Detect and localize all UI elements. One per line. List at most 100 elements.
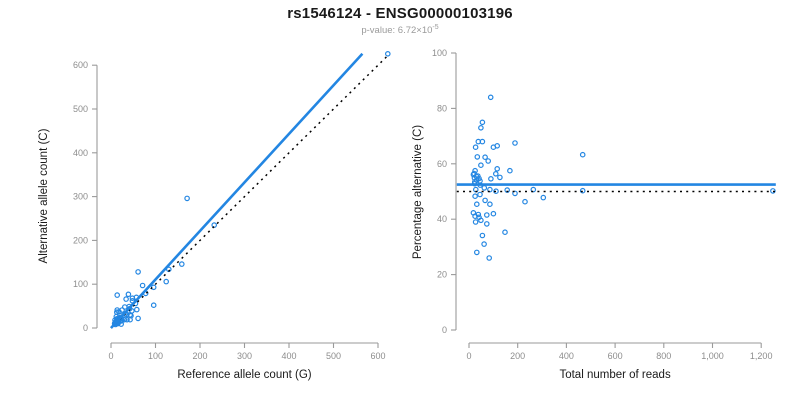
y-tick-label: 80 [437,103,447,113]
data-point [481,185,488,191]
data-point [481,241,487,247]
x-tick-label: 0 [466,351,471,361]
y-tick-label: 300 [73,192,88,202]
data-point [163,278,170,285]
data-points [111,50,391,328]
x-axis: 0 100 200 300 400 500 600 Reference allele coun… [108,342,386,381]
y-tick-label: 40 [437,214,447,224]
data-point [122,304,128,310]
data-point [492,171,499,177]
x-tick-label: 300 [237,351,252,361]
data-point [487,201,493,208]
data-point [579,151,586,158]
data-point [512,140,518,146]
y-tick-label: 500 [73,104,88,114]
figure-subtitle: p-value: 6.72×10-5 [0,24,800,36]
y-tick-label: 200 [73,235,88,245]
data-point [478,125,484,131]
data-point [579,187,586,194]
y-tick-label: 400 [73,148,88,158]
data-point [482,197,488,204]
data-point [479,119,486,126]
data-point [487,94,494,101]
data-point [471,170,477,177]
data-point [494,143,501,149]
data-point [118,321,125,327]
y-axis-title: Percentage alternative (C) [412,125,424,259]
data-point [114,292,121,298]
pvalue-label: p-value: [361,25,398,37]
y-axis-title: Alternative allele count (C) [38,128,50,263]
y-tick-label: 20 [437,270,447,280]
data-point [497,174,503,181]
x-tick-label: 600 [370,351,385,361]
data-point [493,188,499,195]
y-tick-label: 100 [73,279,88,289]
figure-title: rs1546124 - ENSG00000103196 [287,5,513,22]
x-tick-label: 400 [281,351,296,361]
data-point [488,176,494,182]
x-axis: 0 200 400 600 800 1,000 1,200 Total number of r… [466,342,772,381]
pvalue-base: 6.72×10 [397,25,433,37]
data-point [473,201,480,208]
x-tick-label: 800 [656,351,671,361]
data-point [507,167,513,174]
y-axis: 0 100 200 300 400 500 600 Alternative allele co… [38,60,98,333]
data-point [135,315,141,322]
data-point [479,138,486,145]
data-point [485,158,492,164]
data-point [139,282,146,289]
data-point [125,291,132,298]
x-tick-label: 200 [510,351,525,361]
data-points [470,94,776,261]
fit-line [110,52,364,329]
data-point [482,154,488,161]
y-tick-label: 0 [83,323,88,333]
data-point [127,316,133,323]
data-point [119,307,125,313]
data-point [472,193,478,200]
y-tick-label: 600 [73,60,88,70]
data-point [483,221,490,227]
data-point [477,191,483,198]
data-point [474,154,481,160]
data-point [522,198,528,205]
y-tick-label: 60 [437,159,447,169]
allele-count-scatter: 0 100 200 300 400 500 600 Alternative allele co… [38,50,391,381]
data-point [540,194,547,201]
data-point [473,249,480,256]
data-point [134,306,140,313]
data-point [490,210,497,217]
x-tick-label: 0 [108,351,113,361]
data-point [472,219,479,225]
x-tick-label: 500 [326,351,341,361]
y-axis: 0 20 40 60 80 100 Percentage alternative (C) [412,48,457,335]
data-point [123,296,129,302]
data-point [184,195,190,202]
x-tick-label: 1,000 [701,351,724,361]
data-point [472,144,479,151]
y-tick-label: 100 [432,48,447,58]
x-tick-label: 100 [148,351,163,361]
identity-line [110,53,390,329]
percentage-vs-reads-scatter: 0 20 40 60 80 100 Percentage alternative (C) 0 2… [412,48,776,381]
data-point [121,316,128,323]
data-point [150,284,157,291]
data-point [384,50,391,57]
x-tick-label: 600 [608,351,623,361]
data-point [479,232,486,239]
data-point [502,229,508,236]
data-point [494,166,501,172]
data-point [150,302,157,309]
data-point [486,255,493,261]
x-tick-label: 400 [559,351,574,361]
x-axis-title: Total number of reads [559,369,670,381]
data-point [211,222,218,228]
x-tick-label: 200 [192,351,207,361]
data-point [487,186,493,193]
y-tick-label: 0 [442,325,447,335]
data-point [512,190,518,197]
pvalue-exponent: -5 [432,24,439,31]
